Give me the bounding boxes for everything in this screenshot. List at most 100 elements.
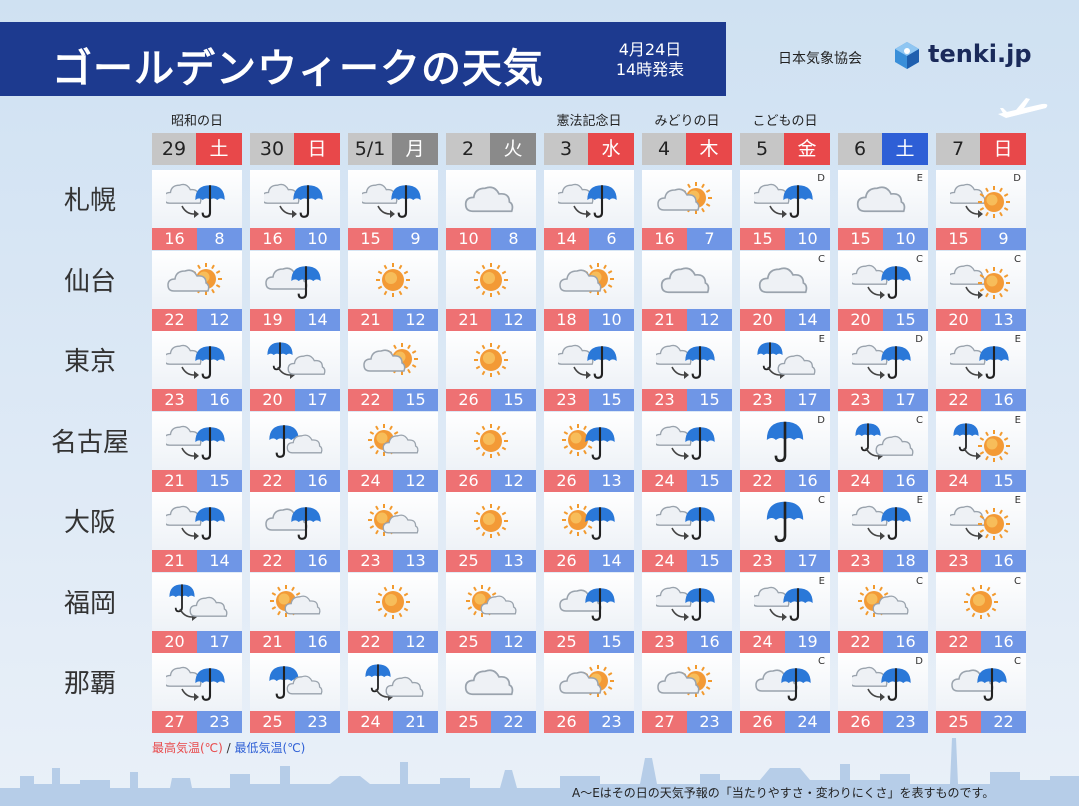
cloud-rain-icon [265,507,321,540]
forecast-cell: 23 15 [544,331,634,411]
weekday-badge: 水 [588,133,634,165]
low-temp: 12 [491,630,536,653]
cloud-then-rain-icon [656,344,715,379]
cloud-then-sun-icon [950,183,1010,218]
low-temp: 15 [589,389,634,411]
reliability-grade: E [818,575,825,587]
day-number: 6 [838,133,882,165]
sun-rain-icon [562,423,615,460]
forecast-cell: E 22 16 [936,331,1026,411]
high-temp: 26 [838,711,883,733]
high-temp: 26 [446,389,491,411]
cloud-sun-icon [167,262,222,295]
reliability-grade: E [1014,414,1021,426]
sun-icon [474,262,508,297]
day-number: 5 [740,133,784,165]
low-temp: 14 [589,550,634,572]
forecast-cell: C 22 16 [838,572,928,653]
cloud-then-rain-icon [166,425,225,460]
temperature-legend: 最高気温(℃) / 最低気温(℃) [152,739,305,756]
cloud-then-rain-icon [852,344,911,379]
logo-text: tenki.jp [928,40,1032,68]
sun-icon [376,262,410,297]
high-temp: 16 [250,228,295,250]
forecast-cell: 16 7 [642,170,732,250]
holiday-label: こどもの日 [752,114,818,129]
reliability-grade: C [1014,575,1021,587]
high-temp: 23 [740,389,785,411]
high-temp: 25 [250,711,295,733]
low-temp: 18 [883,550,928,572]
low-temp: 16 [687,630,732,653]
forecast-cell: C 22 16 [936,572,1026,653]
low-temp: 12 [687,308,732,331]
forecast-cell: 23 16 [642,572,732,653]
low-temp: 16 [785,469,830,492]
cloud-icon [464,669,514,696]
cell-background [544,492,634,550]
sun-icon [376,584,410,619]
cloud-then-rain-icon [558,183,617,218]
airplane-icon [998,98,1048,118]
forecast-cell: C 24 16 [838,411,928,492]
cloud-then-rain-icon [656,505,715,540]
weekday-badge: 土 [882,133,928,165]
low-temp: 17 [785,550,830,572]
issued-time: 4月24日 14時発表 [600,40,700,80]
forecast-cell: 27 23 [642,653,732,733]
issued-hour: 14時発表 [615,60,685,79]
day-number: 5/1 [348,133,392,165]
day-number: 7 [936,133,980,165]
high-temp: 24 [642,550,687,572]
high-temp: 10 [446,228,491,250]
cloud-icon [856,186,906,213]
forecast-cell: C 20 15 [838,250,928,331]
forecast-cell: 25 23 [250,653,340,733]
reliability-grade: C [916,253,923,265]
forecast-cell: C 20 13 [936,250,1026,331]
cloud-then-rain-icon [166,666,225,701]
high-temp: 22 [348,389,393,411]
issued-date: 4月24日 [618,40,682,59]
high-temp: 20 [936,308,981,331]
weekday-badge: 木 [686,133,732,165]
reliability-grade: D [915,656,923,667]
cloud-then-rain-icon [362,183,421,218]
high-temp: 24 [936,469,981,492]
sun-cloud-icon [466,584,517,617]
sun-rain-icon [562,504,615,540]
cell-background [544,411,634,470]
page-title: ゴールデンウィークの天気 [52,46,544,92]
high-temp: 23 [152,389,197,411]
high-temp: 18 [544,308,589,331]
high-temp: 24 [838,469,883,492]
high-temp: 26 [544,550,589,572]
reliability-grade: E [1014,334,1021,345]
high-temp: 20 [740,308,785,331]
cloud-rain-icon [265,265,321,299]
holiday-label: 憲法記念日 [556,114,622,129]
day-number: 30 [250,133,294,165]
high-temp: 16 [642,228,687,250]
cloud-sun-icon [657,182,712,214]
reliability-grade: E [818,334,825,345]
high-temp: 22 [152,308,197,331]
low-temp: 16 [883,630,928,653]
cloud-then-rain-icon [558,344,617,379]
low-temp: 12 [393,630,438,653]
forecast-cell: 15 9 [348,170,438,250]
cloud-then-sun-icon [950,505,1010,540]
forecast-cell: E 24 19 [740,572,830,653]
sun-icon [474,343,508,377]
low-temp: 13 [981,308,1026,331]
day-number: 2 [446,133,490,165]
high-temp: 15 [838,228,883,250]
high-temp: 22 [250,550,295,572]
low-temp: 15 [687,469,732,492]
low-temp: 22 [491,711,536,733]
city-name: 名古屋 [50,427,129,458]
forecast-cell: 22 16 [250,411,340,492]
low-temp: 24 [785,711,830,733]
high-temp: 15 [740,228,785,250]
